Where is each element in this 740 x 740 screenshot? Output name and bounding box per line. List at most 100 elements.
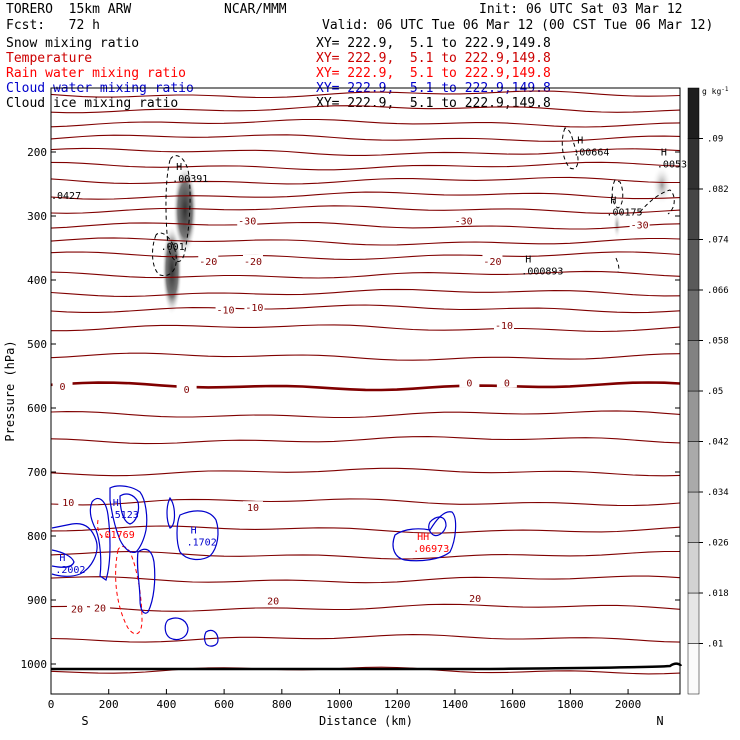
cw-contour-2 <box>51 549 75 568</box>
isotherm-line <box>51 90 680 99</box>
isotherm-line <box>51 134 680 142</box>
temperature-label: 0 <box>504 378 510 389</box>
temperature-label: 10 <box>247 503 259 514</box>
snow-core-lower <box>162 225 182 315</box>
isotherm-line <box>51 147 680 156</box>
colorbar-segment <box>687 441 700 493</box>
ground-line <box>51 662 683 671</box>
temperature-label-bg <box>58 496 79 508</box>
y-tick-label: 500 <box>27 338 47 351</box>
colorbar-segment <box>687 643 700 695</box>
field-rain-xy: XY= 222.9, 5.1 to 222.9,149.8 <box>316 66 551 81</box>
colorbar-segment <box>687 138 700 190</box>
isotherm-line <box>51 436 680 445</box>
ice-contour-6 <box>615 257 620 273</box>
isotherm-line <box>51 381 680 392</box>
isotherm-line <box>51 251 680 261</box>
extremum-value: .06973 <box>413 544 449 555</box>
isotherm-line <box>51 118 680 128</box>
temperature-label-bg <box>465 592 486 604</box>
extremum-value: .000893 <box>521 266 563 277</box>
cw-contour-5 <box>119 493 140 525</box>
colorbar-segment <box>687 289 700 341</box>
temperature-label-bg <box>90 601 111 613</box>
field-rain-label: Rain water mixing ratio <box>6 66 187 81</box>
isotherm-line <box>51 575 680 584</box>
end-label-south: S <box>81 714 88 728</box>
x-axis: 0 200 400 600 800 1000 1200 1400 1600 1800 2000 <box>48 689 641 711</box>
extremum-mark: H <box>191 526 197 537</box>
isotherm-line <box>51 352 680 361</box>
y-tick-label: 800 <box>27 530 47 543</box>
field-snow-label: Snow mixing ratio <box>6 36 140 51</box>
extremum-value: .1702 <box>187 538 217 549</box>
field-temperature-xy: XY= 222.9, 5.1 to 222.9,149.8 <box>316 51 551 66</box>
cw-contour-11 <box>392 511 457 562</box>
temperature-label: -10 <box>495 321 513 332</box>
ice-contour-4 <box>611 179 624 209</box>
snow-core-upper <box>173 165 197 255</box>
colorbar-segment <box>687 188 700 240</box>
end-label-north: N <box>656 714 663 728</box>
y-tick-label: 200 <box>27 146 47 159</box>
isotherm-line <box>51 666 680 675</box>
colorbar: g kg-1 .01 .018 .026 .034 .042 .05 .058 .066 .07… <box>687 86 729 695</box>
forecast-hour: Fcst: 72 h <box>6 18 100 33</box>
isotherm-line <box>51 270 680 279</box>
temperature-label-bg <box>459 376 480 388</box>
isotherm-line <box>51 205 680 214</box>
x-tick-label: 200 <box>99 698 119 711</box>
temperature-label-bg <box>493 318 514 330</box>
isotherm-line <box>51 525 680 534</box>
isotherm-line <box>51 191 680 200</box>
extremum-mark: H <box>525 254 531 265</box>
isotherm-line <box>51 498 680 507</box>
extremum-mark: H <box>661 147 667 158</box>
colorbar-tick-label: .05 <box>707 387 723 397</box>
x-tick-label: 600 <box>214 698 234 711</box>
cw-contour-8 <box>176 510 219 561</box>
temperature-label: -20 <box>199 257 217 268</box>
temperature-label-bg <box>237 214 258 226</box>
colorbar-tick-label: .074 <box>707 236 729 246</box>
y-tick-label: 400 <box>27 274 47 287</box>
cw-contour-3 <box>89 497 111 581</box>
cw-contour-10 <box>203 629 219 647</box>
colorbar-segment <box>687 592 700 644</box>
temperature-label: -30 <box>631 220 649 231</box>
ice-contour-2 <box>152 232 177 277</box>
valid-time: Valid: 06 UTC Tue 06 Mar 12 (00 CST Tue … <box>322 18 714 33</box>
extremum-mark: H <box>113 498 119 509</box>
temperature-label-bg <box>242 254 263 266</box>
temperature-label: -10 <box>245 303 263 314</box>
snow-shading <box>162 165 672 315</box>
snow-core-north <box>613 211 621 239</box>
temperature-label: -30 <box>238 216 256 227</box>
colorbar-tick-label: .09 <box>707 135 723 145</box>
x-tick-label: 1600 <box>499 698 526 711</box>
colorbar-tick-label: .018 <box>707 589 729 599</box>
temperature-isotherms <box>51 90 680 675</box>
x-tick-label: 1400 <box>442 698 469 711</box>
cw-contour-6 <box>136 548 156 614</box>
isotherm-line <box>51 603 680 612</box>
isotherm-line <box>51 288 680 297</box>
x-tick-label: 1000 <box>326 698 353 711</box>
init-time: Init: 06 UTC Sat 03 Mar 12 <box>479 2 683 17</box>
colorbar-segment <box>687 542 700 594</box>
temperature-label: -30 <box>455 216 473 227</box>
y-tick-label: 700 <box>27 466 47 479</box>
field-snow-xy: XY= 222.9, 5.1 to 222.9,149.8 <box>316 36 551 51</box>
y-tick-label: 300 <box>27 210 47 223</box>
temperature-label: 20 <box>469 594 481 605</box>
colorbar-segment <box>687 340 700 392</box>
isotherm-line <box>51 105 680 114</box>
temperature-label-bg <box>263 594 284 606</box>
temperature-label-bg <box>244 300 265 312</box>
isotherm-line <box>51 176 680 185</box>
temperature-label: 20 <box>94 604 106 615</box>
rain-contour-1 <box>115 546 143 635</box>
x-axis-title: Distance (km) <box>319 714 413 728</box>
